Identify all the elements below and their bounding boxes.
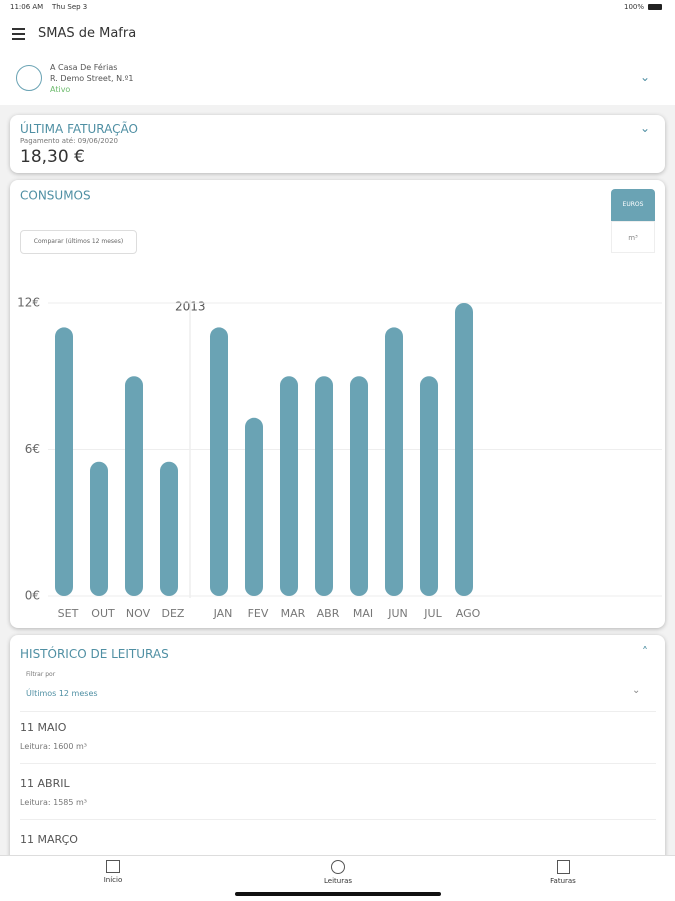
home-indicator bbox=[235, 892, 441, 896]
billing-card[interactable]: ÚLTIMA FATURAÇÃO Pagamento até: 09/06/20… bbox=[10, 115, 665, 173]
y-tick-label: 12€ bbox=[17, 296, 40, 310]
bar bbox=[160, 461, 178, 596]
x-tick-label: JUL bbox=[423, 607, 442, 620]
status-date: Thu Sep 3 bbox=[52, 3, 88, 11]
status-battery: 100% bbox=[624, 3, 645, 11]
bar bbox=[385, 327, 403, 596]
tab[interactable]: Faturas bbox=[530, 860, 596, 885]
unit-toggle[interactable]: EUROS bbox=[611, 189, 655, 221]
account-icon bbox=[16, 65, 42, 91]
x-tick-label: ABR bbox=[317, 607, 340, 620]
bar bbox=[420, 376, 438, 596]
entry-date: 11 MARÇO bbox=[20, 833, 78, 846]
chart-title: CONSUMOS bbox=[20, 189, 91, 203]
entry-reading: Leitura: 1585 m³ bbox=[20, 798, 87, 807]
filter-value[interactable]: Últimos 12 meses bbox=[26, 689, 98, 698]
x-tick-label: NOV bbox=[126, 607, 151, 620]
consumos-card: Comparar (últimos 12 meses) EUROS m³ bbox=[10, 180, 665, 628]
divider bbox=[20, 819, 656, 820]
x-tick-label: MAI bbox=[353, 607, 373, 620]
battery-icon bbox=[648, 4, 662, 10]
bar bbox=[455, 303, 473, 596]
y-tick-label: 0€ bbox=[25, 589, 40, 603]
tab-label: Leituras bbox=[323, 877, 353, 885]
bar bbox=[210, 327, 228, 596]
compare-button[interactable]: Comparar (últimos 12 meses) bbox=[20, 230, 137, 254]
bar bbox=[280, 376, 298, 596]
y-tick-label: 6€ bbox=[25, 442, 40, 456]
bar bbox=[90, 461, 108, 596]
billing-expand: ⌄ bbox=[640, 121, 651, 135]
account-status: Ativo bbox=[50, 85, 71, 94]
tab-bar: Início Leituras Faturas bbox=[0, 855, 675, 901]
filter-arrow: ⌄ bbox=[632, 685, 641, 696]
history-collapse[interactable]: ˄ bbox=[642, 645, 648, 659]
entry-reading: Leitura: 1600 m³ bbox=[20, 742, 87, 751]
entry-date: 11 MAIO bbox=[20, 721, 67, 734]
bar bbox=[315, 376, 333, 596]
menu-button[interactable] bbox=[12, 28, 25, 40]
x-tick-label: MAR bbox=[281, 607, 306, 620]
top-area bbox=[0, 0, 675, 105]
billing-amount: 18,30 € bbox=[20, 147, 85, 167]
account-expand[interactable]: ⌄ bbox=[640, 70, 651, 84]
tab[interactable]: Leituras bbox=[305, 860, 371, 885]
tab-label: Início bbox=[103, 876, 123, 884]
account-address: R. Demo Street, N.º1 bbox=[50, 74, 134, 83]
bar bbox=[55, 327, 73, 596]
header-title: SMAS de Mafra bbox=[38, 26, 137, 41]
x-tick-label: SET bbox=[58, 607, 79, 620]
x-tick-label: JUN bbox=[387, 607, 408, 620]
bar bbox=[125, 376, 143, 596]
x-tick-label: JAN bbox=[213, 607, 233, 620]
account-name: A Casa De Férias bbox=[50, 63, 118, 72]
history-card: HISTÓRICO DE LEITURAS ˄ Filtrar por Últi… bbox=[10, 635, 665, 870]
tab-label: Faturas bbox=[550, 877, 576, 885]
divider bbox=[20, 711, 656, 712]
billing-title: ÚLTIMA FATURAÇÃO bbox=[20, 122, 138, 136]
year-annotation: 2013 bbox=[175, 300, 206, 314]
chart: CONSUMOS 2013 0€ 6€ 12€ SET OUT NOV DEZ JAN FEV M… bbox=[17, 189, 662, 620]
x-tick-label: FEV bbox=[248, 607, 269, 620]
entry-date: 11 ABRIL bbox=[20, 777, 70, 790]
divider bbox=[20, 763, 656, 764]
x-tick-label: DEZ bbox=[162, 607, 185, 620]
bar bbox=[350, 376, 368, 596]
history-title: HISTÓRICO DE LEITURAS bbox=[20, 647, 169, 661]
tab[interactable]: Início bbox=[80, 860, 146, 884]
x-tick-label: OUT bbox=[91, 607, 115, 620]
status-time: 11:06 AM bbox=[10, 3, 44, 11]
filter-label: Filtrar por bbox=[26, 671, 56, 678]
unit-toggle[interactable]: m³ bbox=[611, 221, 655, 253]
x-tick-label: AGO bbox=[456, 607, 481, 620]
billing-due: Pagamento até: 09/06/2020 bbox=[20, 137, 119, 145]
bar bbox=[245, 417, 263, 596]
